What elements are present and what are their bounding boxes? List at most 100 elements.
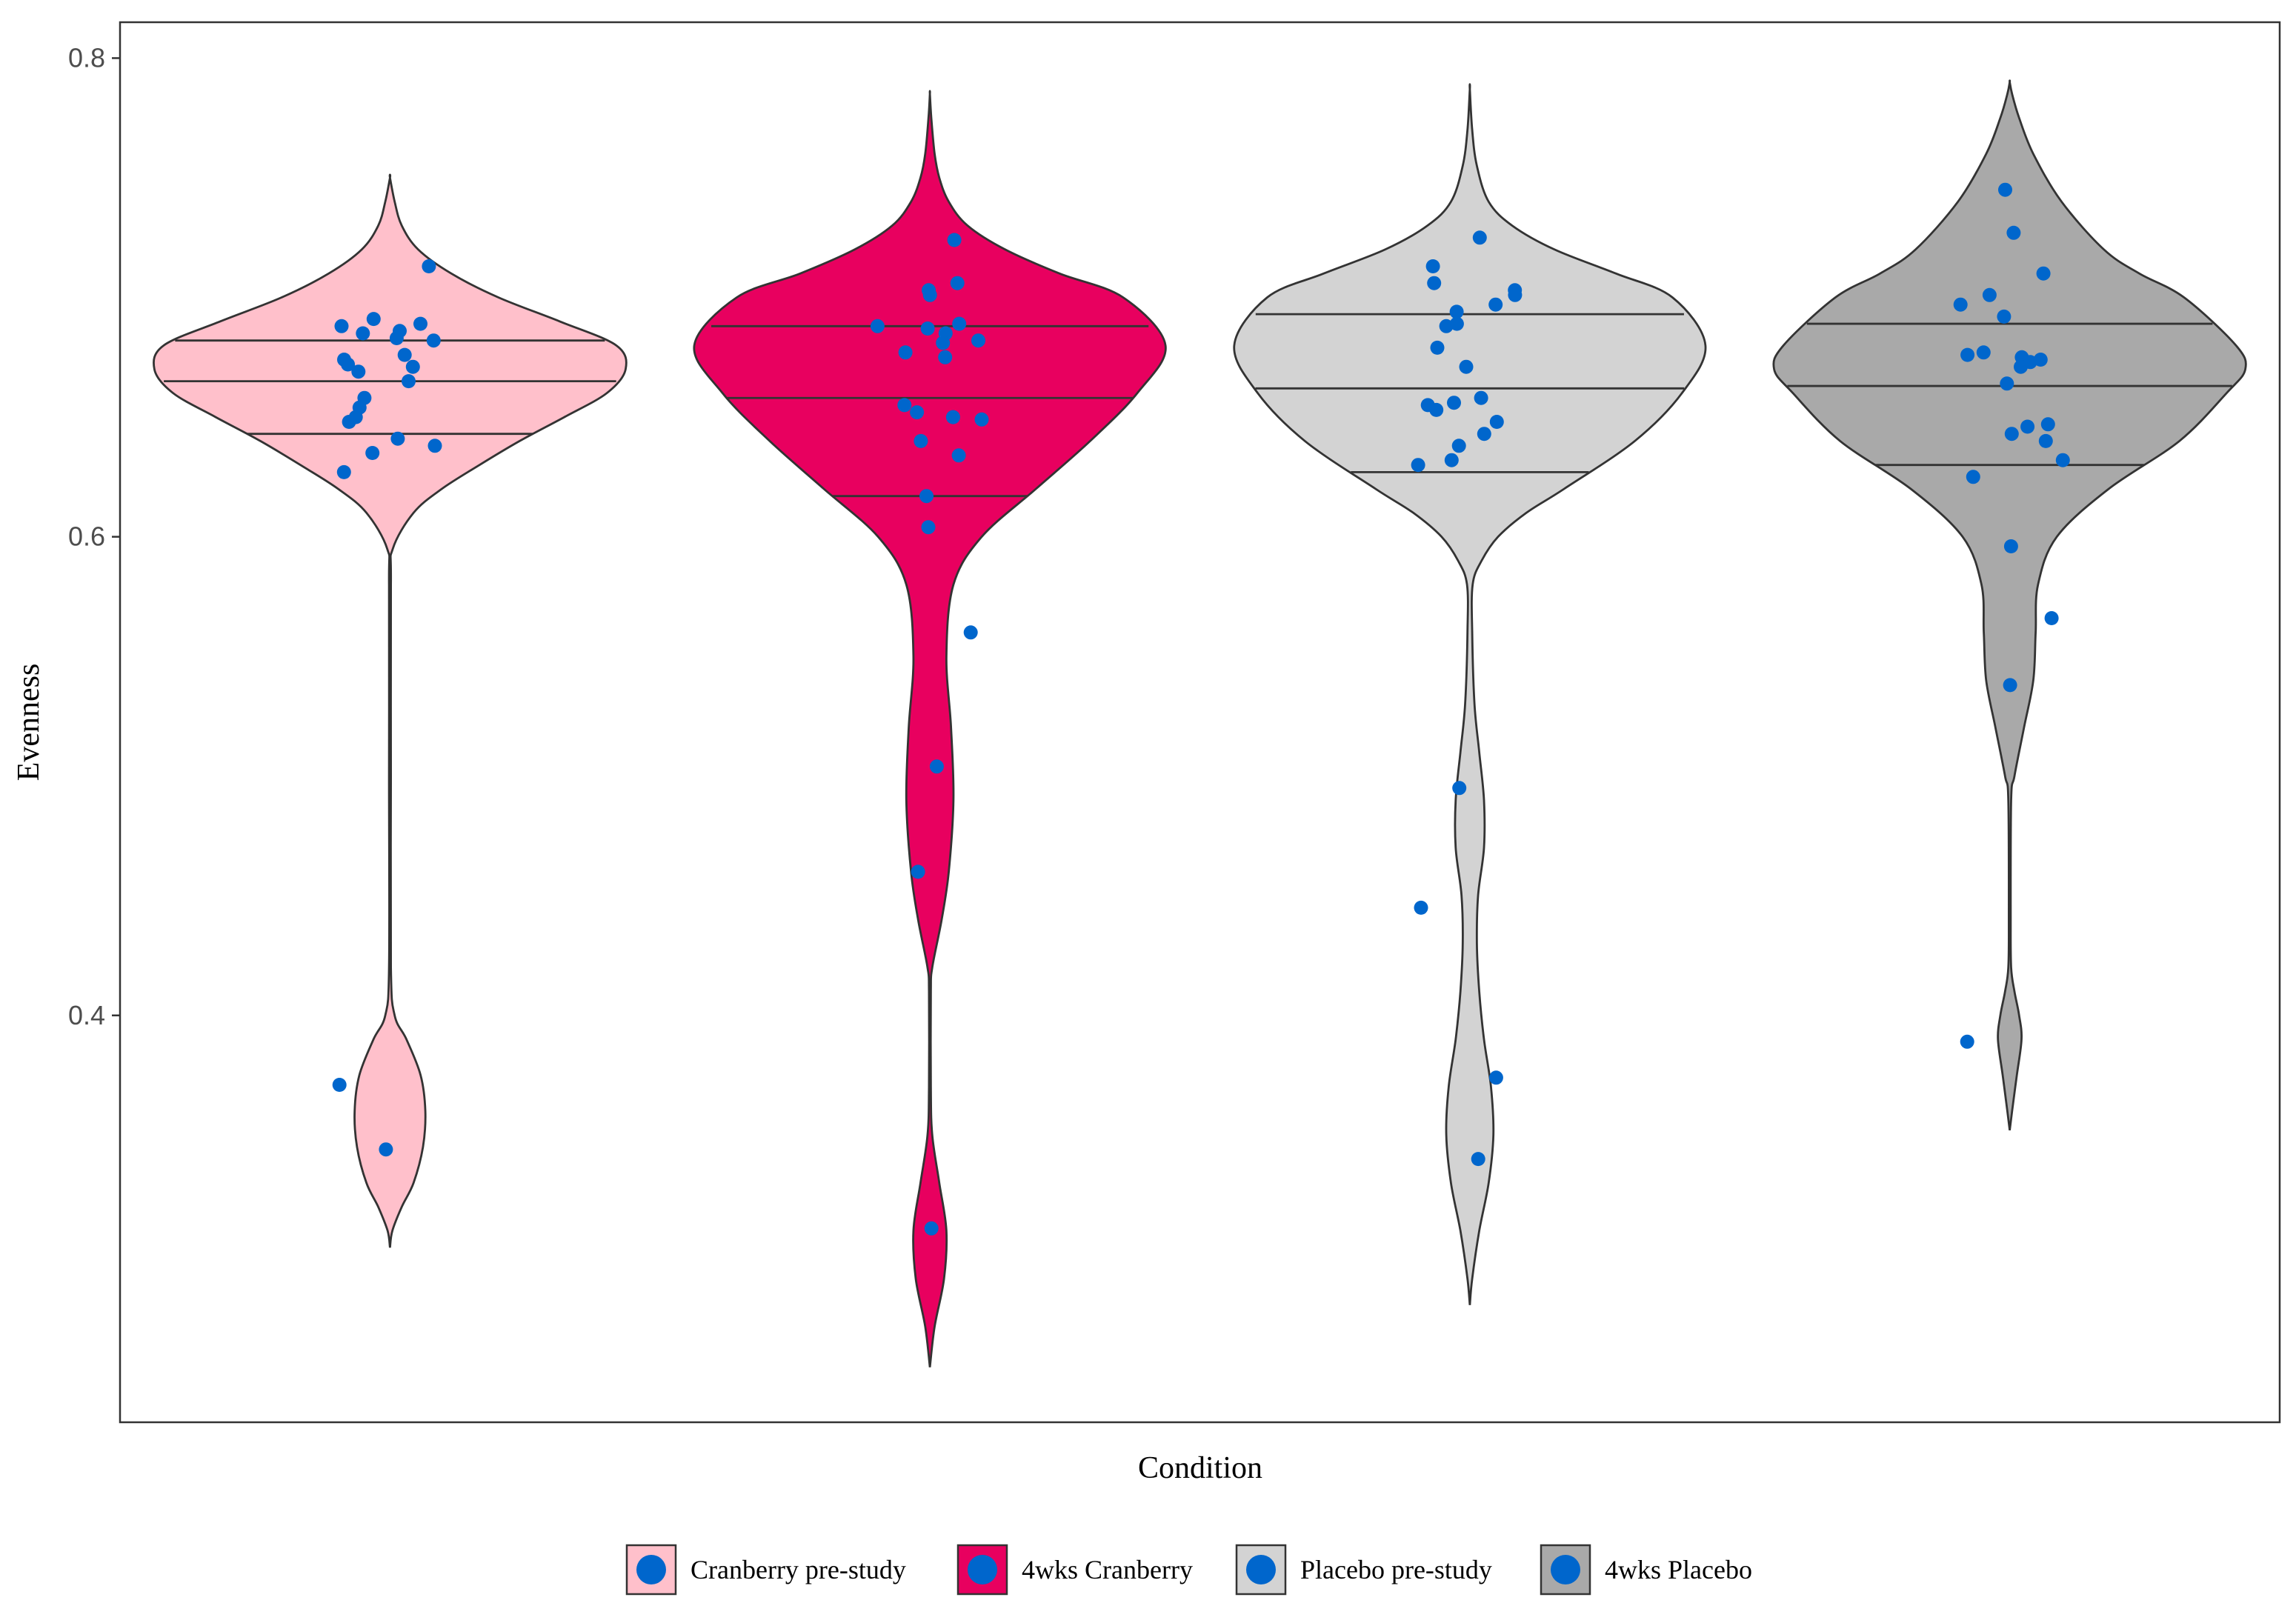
data-point [1439, 319, 1454, 333]
data-point [1471, 1152, 1485, 1167]
legend-label-4: 4wks Placebo [1605, 1555, 1752, 1584]
data-point [397, 347, 412, 362]
data-point [1508, 287, 1523, 302]
y-tick-label: 0.8 [68, 42, 105, 73]
data-point [356, 326, 370, 341]
data-point [945, 410, 960, 424]
violin-2 [693, 90, 1167, 1367]
data-point [1976, 345, 1991, 360]
data-point [1427, 276, 1442, 290]
data-point [2020, 419, 2035, 434]
data-point [1477, 427, 1491, 441]
legend-label-3: Placebo pre-study [1300, 1555, 1492, 1584]
data-point [1997, 309, 2012, 324]
violin-1 [153, 173, 628, 1248]
data-point [919, 489, 934, 504]
data-point [1411, 458, 1425, 473]
legend-label-1: Cranberry pre-study [691, 1555, 906, 1584]
y-tick-label: 0.6 [68, 521, 105, 552]
data-point [1953, 297, 1968, 312]
data-point [963, 625, 978, 640]
data-point [390, 431, 405, 446]
data-point [929, 759, 944, 774]
y-tick-label: 0.4 [68, 1000, 105, 1030]
data-point [974, 412, 989, 427]
data-point [1447, 396, 1461, 410]
data-point [1960, 347, 1975, 362]
data-point [1488, 1070, 1503, 1085]
data-point [1425, 259, 1440, 273]
data-point [870, 319, 885, 333]
data-point [2000, 376, 2014, 391]
data-point [2003, 539, 2018, 553]
data-point [422, 259, 436, 273]
data-point [920, 321, 935, 336]
data-point [1966, 470, 1980, 484]
data-point [910, 405, 925, 420]
data-point [971, 333, 985, 348]
data-point [427, 439, 442, 453]
data-point [332, 1078, 347, 1092]
legend-key-4 [1540, 1544, 1591, 1596]
data-point [1960, 1034, 1974, 1049]
data-point [951, 448, 966, 463]
violin-4 [1772, 79, 2247, 1130]
data-point [897, 398, 912, 413]
data-point [334, 319, 349, 333]
data-point [366, 312, 381, 327]
data-point [402, 374, 416, 389]
legend-key-point [636, 1555, 666, 1584]
data-point [2044, 611, 2059, 625]
data-point [1982, 287, 1997, 302]
data-point [947, 233, 962, 247]
data-point [922, 287, 937, 302]
data-point [2004, 427, 2019, 441]
data-point [2003, 678, 2017, 693]
data-point [1452, 781, 1467, 796]
y-axis-title: Evenness [12, 664, 46, 781]
data-point [1449, 316, 1464, 331]
data-point [2036, 266, 2051, 281]
x-axis-title: Condition [1138, 1451, 1262, 1485]
data-point [1451, 439, 1466, 453]
legend-key-point [968, 1555, 997, 1584]
data-point [950, 276, 965, 290]
data-point [898, 345, 913, 360]
legend-label-2: 4wks Cranberry [1022, 1555, 1193, 1584]
data-point [1489, 415, 1504, 429]
data-point [1488, 297, 1503, 312]
data-point [2006, 225, 2021, 240]
data-point [2014, 359, 2028, 374]
points-layer [332, 182, 2070, 1236]
legend-key-point [1246, 1555, 1276, 1584]
data-point [1474, 390, 1488, 405]
data-point [379, 1142, 393, 1157]
data-point [2040, 417, 2055, 432]
data-point [426, 333, 441, 348]
data-point [914, 433, 928, 448]
data-point [1459, 359, 1474, 374]
data-point [365, 446, 380, 460]
data-point [924, 1221, 939, 1236]
legend-key-point [1551, 1555, 1580, 1584]
data-point [938, 350, 953, 364]
data-point [921, 520, 936, 535]
data-point [2038, 433, 2053, 448]
data-point [1414, 900, 1428, 915]
data-point [336, 464, 351, 479]
data-point [911, 864, 925, 879]
data-point [936, 336, 951, 350]
data-point [413, 316, 427, 331]
data-point [1429, 402, 1444, 417]
data-point [1449, 304, 1464, 319]
data-point [1430, 340, 1445, 355]
data-point [2055, 453, 2070, 467]
data-point [341, 357, 356, 372]
legend-key-1 [625, 1544, 677, 1596]
data-point [405, 359, 420, 374]
data-point [389, 331, 404, 345]
data-point [342, 415, 356, 429]
legend: Cranberry pre-study 4wks Cranberry Placebo… [625, 1544, 1752, 1596]
